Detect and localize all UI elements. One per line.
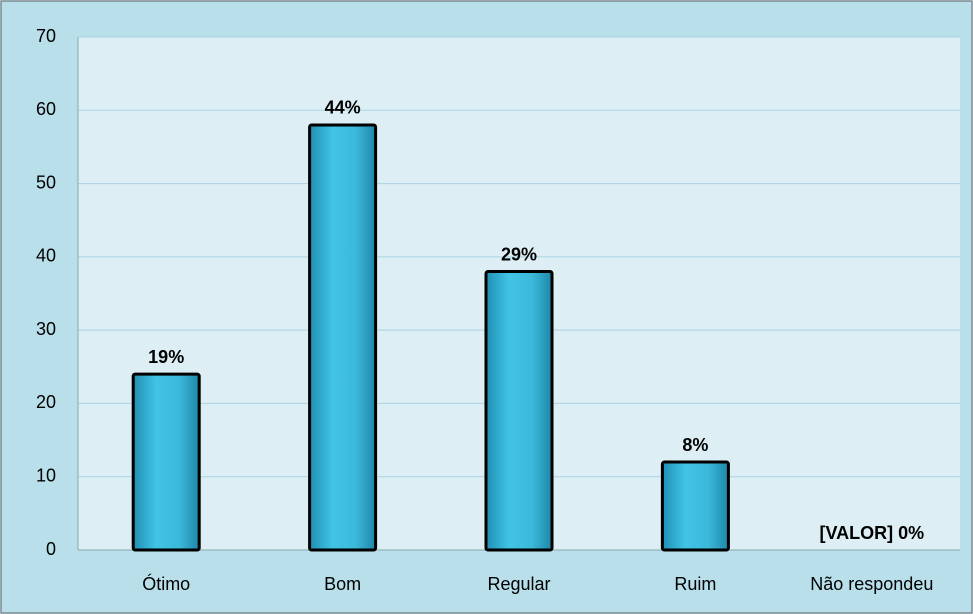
x-tick-label: Regular [487,574,550,594]
x-tick-label: Ótimo [142,573,190,594]
y-tick-label: 50 [36,172,56,192]
y-tick-label: 30 [36,319,56,339]
y-tick-label: 70 [36,26,56,46]
bar [484,270,554,552]
y-tick-label: 60 [36,99,56,119]
x-tick-label: Ruim [674,574,716,594]
data-label: 29% [501,244,537,264]
y-tick-label: 10 [36,465,56,485]
bar [131,372,201,552]
data-label: [VALOR] 0% [819,523,924,543]
bar [660,460,730,552]
y-tick-label: 0 [46,539,56,559]
bar [308,123,378,552]
y-tick-label: 40 [36,246,56,266]
data-label: 8% [682,435,708,455]
x-tick-label: Bom [324,574,361,594]
x-tick-label: Não respondeu [810,574,933,594]
data-label: 44% [325,98,361,118]
data-label: 19% [148,347,184,367]
y-tick-label: 20 [36,392,56,412]
